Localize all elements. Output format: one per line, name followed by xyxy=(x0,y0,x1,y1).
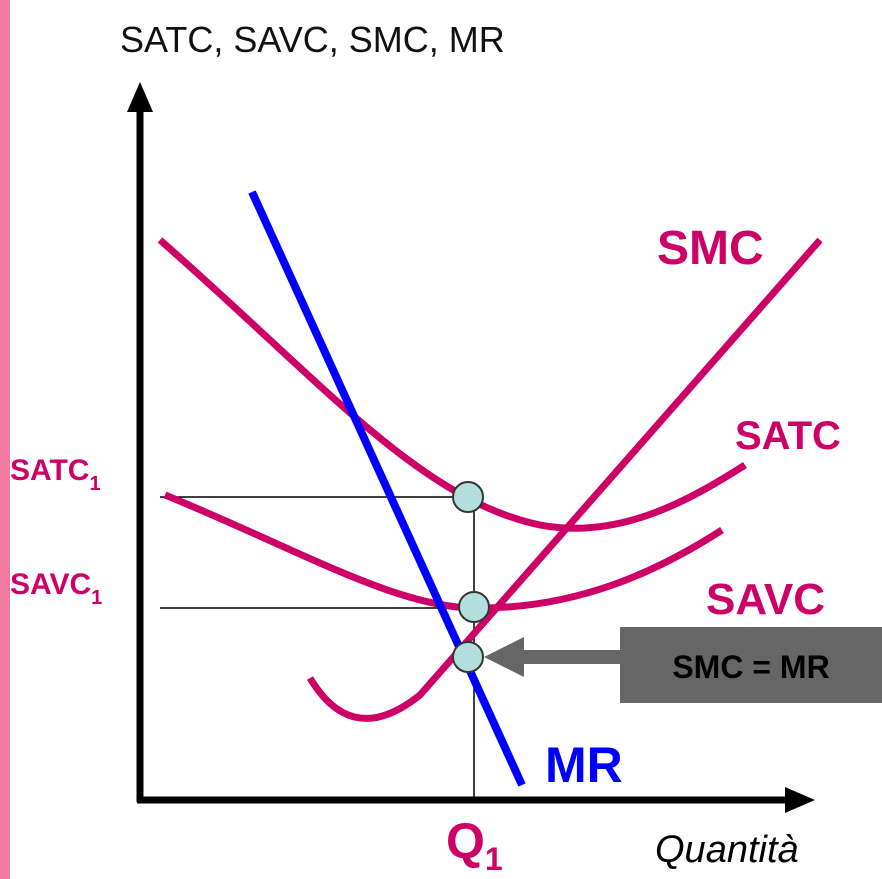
mr-label: MR xyxy=(545,737,623,793)
q1-sub: 1 xyxy=(485,841,503,877)
satc-curve xyxy=(157,237,747,532)
savc1-label: SAVC1 xyxy=(10,568,102,609)
satc1-main: SATC xyxy=(10,454,89,487)
satc1-label: SATC1 xyxy=(10,454,101,495)
q1-main: Q xyxy=(446,813,485,869)
q1-label: Q1 xyxy=(446,813,503,877)
smc-label: SMC xyxy=(657,222,764,275)
savc-label: SAVC xyxy=(706,575,825,624)
point-savc xyxy=(458,591,490,623)
point-satc xyxy=(452,481,484,513)
savc1-main: SAVC xyxy=(10,568,91,601)
callout-arrowhead xyxy=(484,637,524,677)
savc-curve xyxy=(163,491,724,612)
mr-line xyxy=(248,190,526,787)
x-arrow xyxy=(785,787,815,813)
satc-label: SATC xyxy=(735,414,841,458)
point-smc-mr xyxy=(452,641,484,673)
y-arrow xyxy=(127,82,153,112)
savc1-sub: 1 xyxy=(91,587,102,609)
side-strip xyxy=(0,0,10,879)
callout-text: SMC = MR xyxy=(672,649,829,685)
callout-box xyxy=(620,627,882,703)
y-axis-title: SATC, SAVC, SMC, MR xyxy=(120,19,505,60)
satc1-sub: 1 xyxy=(89,473,100,495)
x-axis-title: Quantità xyxy=(655,829,799,871)
smc-curve xyxy=(306,237,823,722)
